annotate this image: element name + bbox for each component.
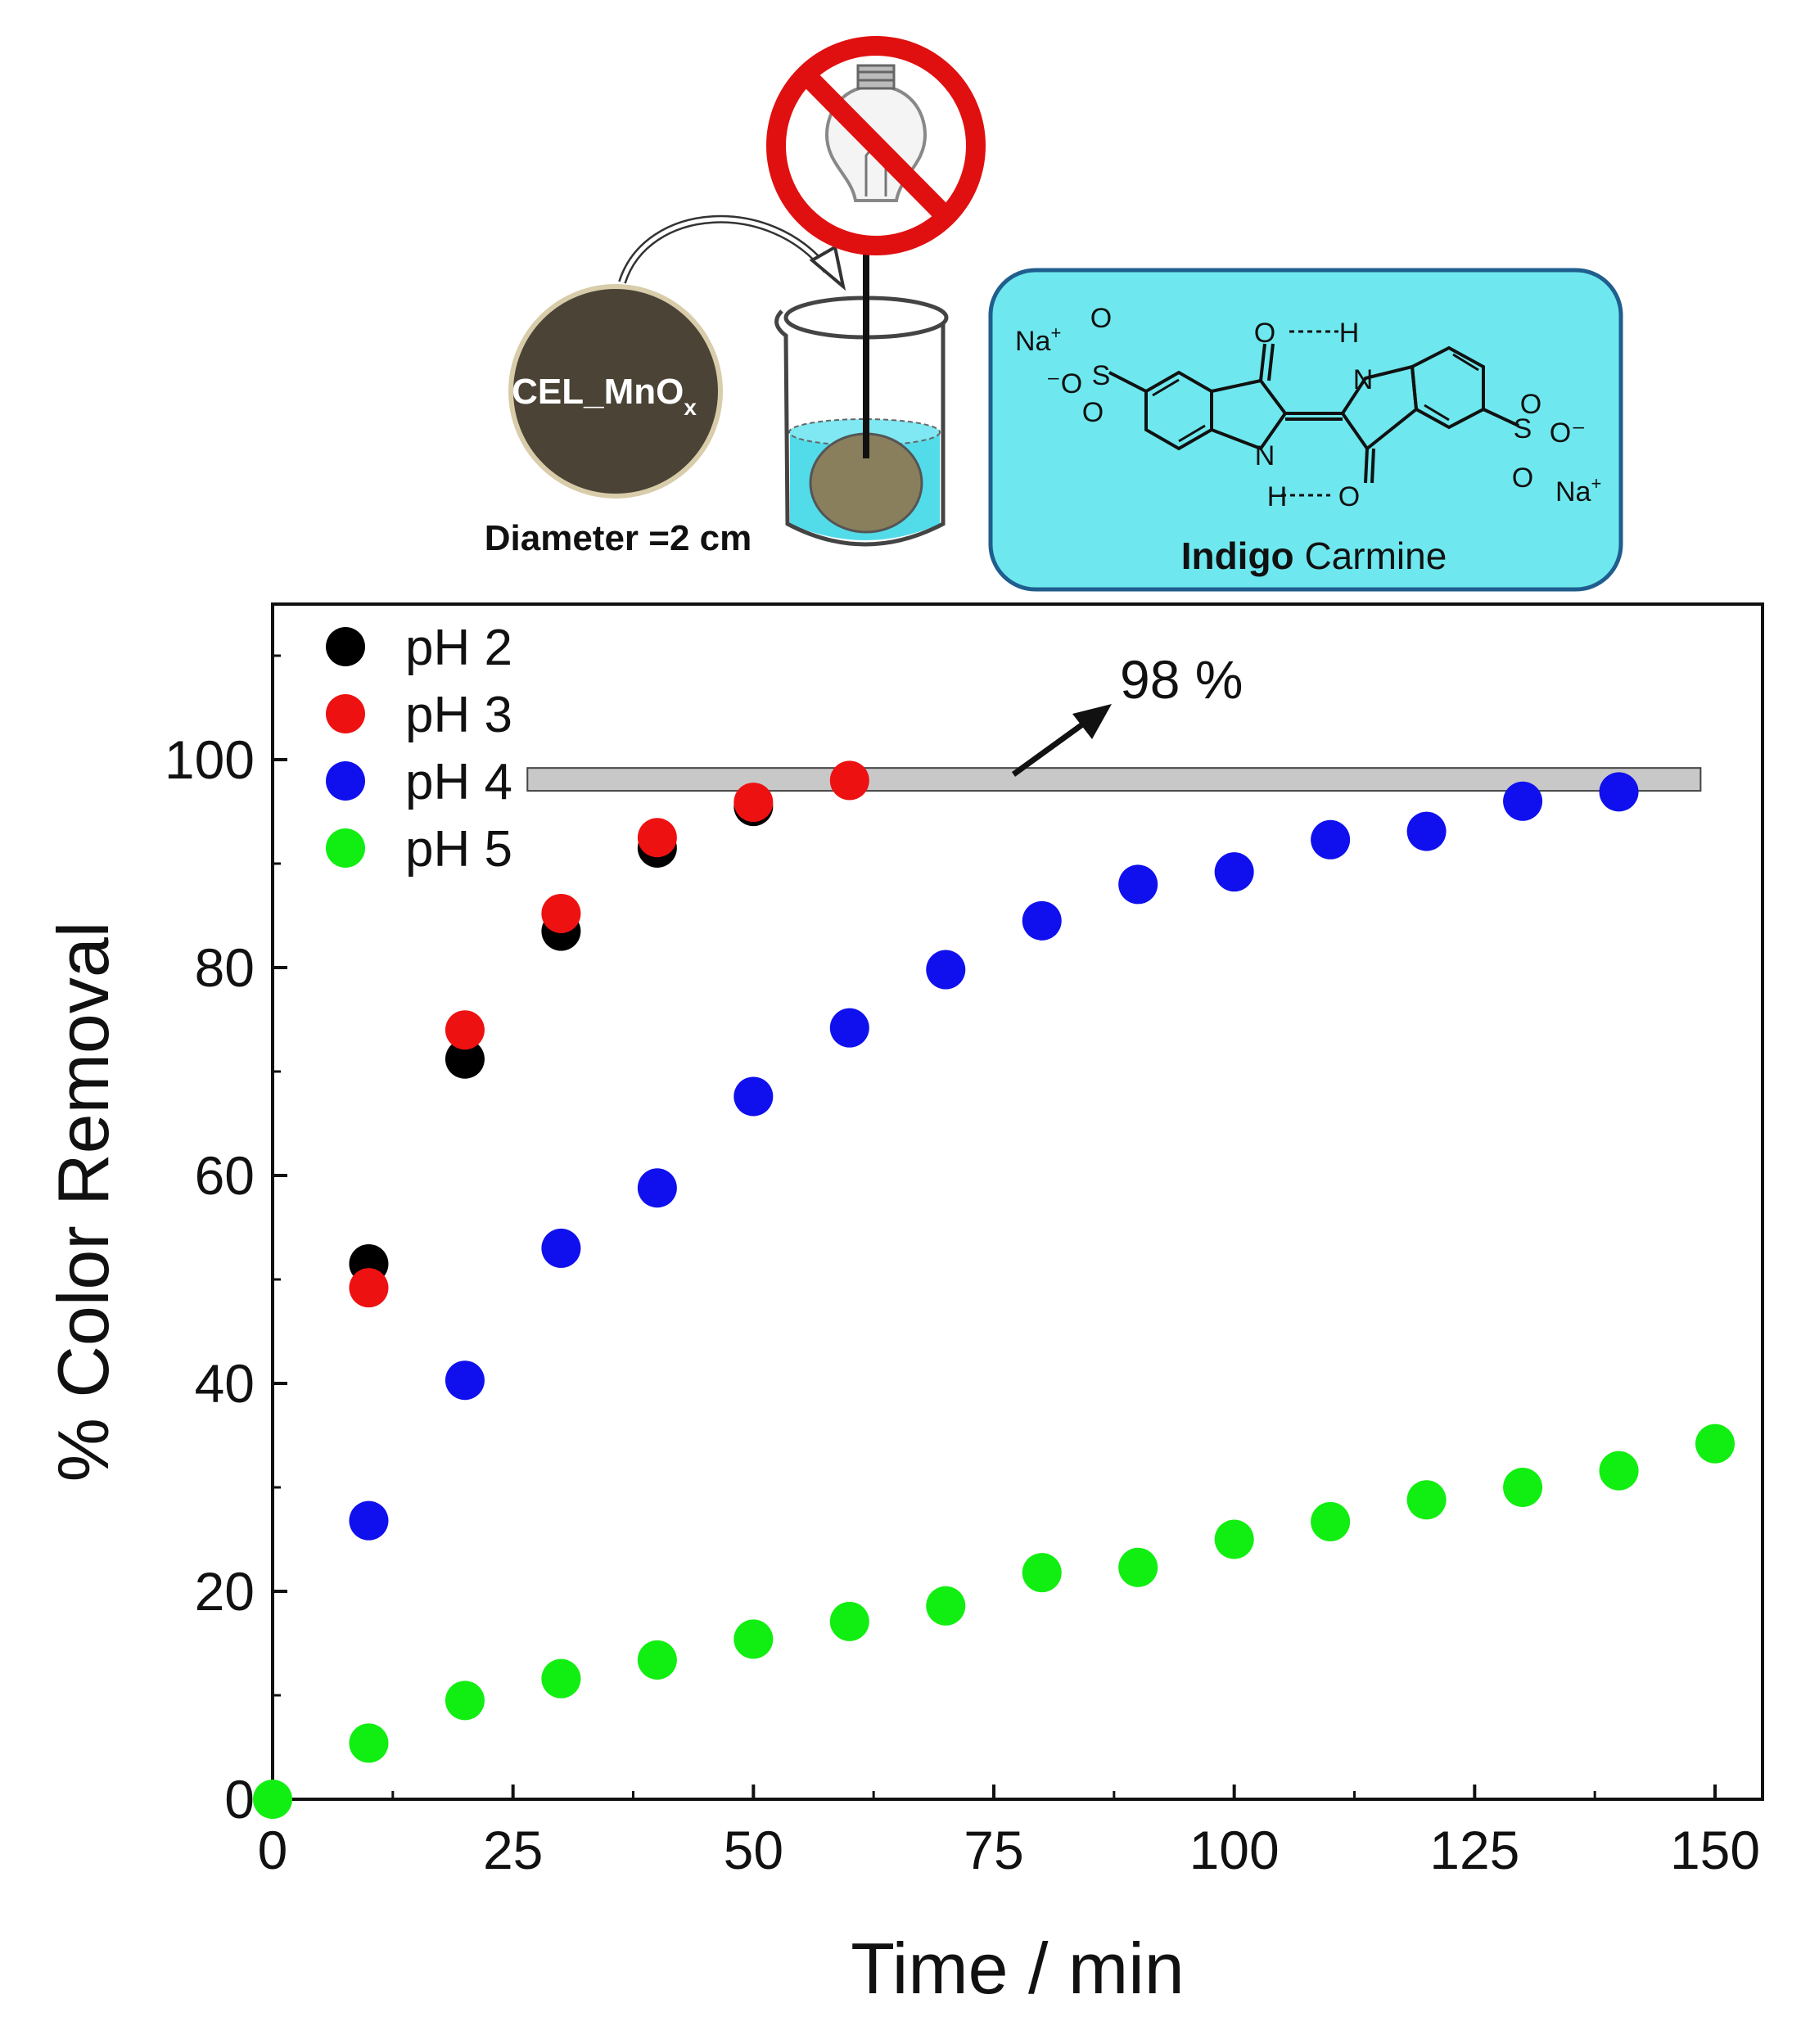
point-ph-5 — [1695, 1424, 1735, 1464]
point-ph-4 — [733, 1076, 774, 1117]
point-ph-5 — [349, 1723, 389, 1763]
point-ph-4 — [349, 1500, 389, 1541]
svg-text:N: N — [1353, 364, 1374, 395]
transfer-arrow-inner — [620, 217, 828, 283]
y-tick-label: 0 — [224, 1769, 255, 1830]
point-ph-5 — [445, 1681, 485, 1721]
na-plus-left: Na+ — [1015, 323, 1061, 357]
point-ph-5 — [733, 1619, 774, 1659]
x-tick-label: 100 — [1189, 1820, 1280, 1880]
point-ph-5 — [926, 1586, 966, 1626]
svg-text:H: H — [1339, 318, 1360, 349]
y-tick-label: 80 — [195, 937, 255, 998]
point-ph-5 — [1599, 1451, 1639, 1491]
legend-label-ph-5: pH 5 — [405, 821, 512, 878]
point-ph-2 — [445, 1039, 485, 1079]
svg-text:O: O — [1090, 303, 1112, 334]
legend-marker-ph-2 — [326, 627, 365, 666]
beaker-wall — [774, 309, 946, 547]
point-ph-4 — [1406, 811, 1447, 851]
point-ph-3 — [349, 1268, 389, 1308]
x-tick-label: 0 — [258, 1820, 288, 1880]
point-ph-3 — [541, 893, 581, 933]
point-ph-5 — [1406, 1480, 1447, 1520]
x-axis-label: Time / min — [851, 1928, 1184, 2009]
point-ph-5 — [1118, 1547, 1158, 1587]
svg-text:O: O — [1338, 481, 1360, 512]
reference-band-98 — [526, 767, 1702, 792]
molecule-panel-bg — [988, 268, 1623, 592]
x-tick-label: 25 — [483, 1820, 543, 1880]
legend-label-ph-3: pH 3 — [405, 687, 512, 743]
point-ph-5 — [829, 1601, 869, 1641]
x-axis: 0 25 50 75 100 125 150 — [258, 1785, 1760, 1880]
legend-marker-ph-4 — [326, 761, 365, 801]
legend-label-ph-2: pH 2 — [405, 620, 512, 676]
svg-text:O: O — [1520, 389, 1541, 420]
point-ph-4 — [1118, 864, 1158, 905]
annotation-98-percent: 98 % — [1120, 649, 1243, 710]
svg-text:⁻O: ⁻O — [1046, 368, 1082, 399]
point-ph-5 — [253, 1780, 292, 1819]
transfer-arrow-head — [809, 244, 846, 291]
y-tick-label: 100 — [165, 729, 255, 790]
y-axis: 0 20 40 60 80 100 — [165, 654, 287, 1830]
point-ph-3 — [733, 783, 774, 823]
y-tick-label: 40 — [195, 1353, 255, 1414]
beaker — [774, 246, 949, 547]
y-tick-label: 20 — [195, 1561, 255, 1622]
y-tick-label: 60 — [195, 1145, 255, 1206]
na-plus-right: Na+ — [1555, 473, 1601, 508]
plot-area-frame — [271, 602, 1764, 1801]
data-points — [253, 760, 1735, 1819]
point-ph-4 — [445, 1360, 485, 1401]
x-tick-label: 125 — [1429, 1820, 1519, 1880]
point-ph-5 — [1503, 1468, 1543, 1507]
x-tick-label: 150 — [1670, 1820, 1760, 1880]
legend-marker-ph-3 — [326, 694, 365, 733]
point-ph-5 — [637, 1640, 677, 1680]
point-ph-5 — [541, 1658, 581, 1699]
y-axis-label: % Color Removal — [43, 922, 124, 1482]
illustration: CEL_MnOx Diameter =2 cm — [485, 36, 1623, 592]
point-ph-3 — [829, 760, 869, 801]
annotation-arrow — [1011, 704, 1112, 777]
svg-text:S: S — [1514, 413, 1532, 444]
point-ph-4 — [1022, 900, 1062, 941]
point-ph-4 — [1599, 772, 1639, 812]
svg-text:O: O — [1512, 462, 1533, 494]
no-light-bulb-icon — [766, 36, 986, 255]
legend-marker-ph-5 — [326, 828, 365, 868]
point-ph-5 — [1214, 1519, 1254, 1559]
legend-label-ph-4: pH 4 — [405, 754, 512, 810]
svg-text:O⁻: O⁻ — [1550, 417, 1586, 449]
point-ph-5 — [1022, 1553, 1062, 1593]
point-ph-4 — [926, 950, 966, 990]
svg-text:N: N — [1255, 440, 1275, 472]
point-ph-3 — [637, 818, 677, 858]
svg-text:H: H — [1267, 481, 1288, 512]
molecule-name: Indigo Carmine — [1181, 535, 1447, 577]
point-ph-4 — [541, 1228, 581, 1268]
indigo-carmine-panel: O H N N H O S O O ⁻O S O O O⁻ Na+ Na+ In… — [988, 268, 1623, 592]
point-ph-4 — [1503, 781, 1543, 821]
disc-label: CEL_MnOx — [512, 372, 697, 420]
point-ph-3 — [445, 1010, 485, 1050]
disc-caption: Diameter =2 cm — [485, 518, 752, 558]
point-ph-4 — [1214, 852, 1254, 892]
point-ph-4 — [637, 1168, 677, 1208]
x-tick-label: 75 — [964, 1820, 1023, 1880]
svg-text:O: O — [1254, 318, 1275, 349]
x-tick-label: 50 — [724, 1820, 783, 1880]
svg-text:O: O — [1082, 397, 1104, 428]
cel-mnox-disc — [508, 284, 723, 499]
point-ph-4 — [829, 1008, 869, 1048]
svg-text:S: S — [1092, 360, 1111, 391]
legend: pH 2 pH 3 pH 4 pH 5 — [326, 620, 512, 878]
point-ph-5 — [1311, 1501, 1351, 1541]
transfer-arrow — [618, 214, 830, 284]
point-ph-4 — [1311, 819, 1351, 860]
